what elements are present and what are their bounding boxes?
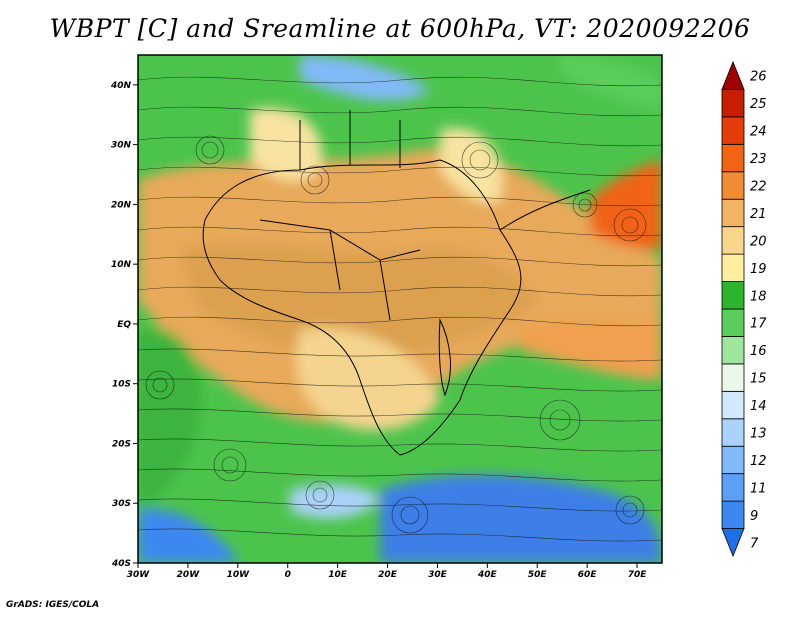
map-title: WBPT [C] and Sreamline at 600hPa, VT: 20… (49, 14, 751, 43)
colorbar-label: 17 (750, 317, 767, 332)
plot-frame (137, 54, 663, 564)
lat-tick-label: 10N (111, 260, 132, 270)
colorbar-swatch (721, 116, 745, 145)
lon-tick-label: 10W (227, 570, 251, 580)
colorbar-label: 16 (750, 344, 767, 359)
colorbar-label: 14 (750, 399, 767, 414)
colorbar-label: 18 (750, 289, 767, 304)
lat-tick-label: 40N (110, 81, 132, 91)
lat-tick-label: 20S (112, 439, 131, 449)
lat-tick-label: 20N (111, 200, 132, 210)
lat-tick-label: 30S (112, 499, 131, 509)
colorbar-swatch (721, 89, 745, 118)
colorbar-swatch (721, 363, 745, 392)
wbpt-field (138, 55, 662, 563)
lon-tick-label: 70E (628, 570, 648, 580)
colorbar-swatch (721, 445, 745, 475)
latitude-axis: 40N 30N 20N 10N EQ 10S 20S 30S 40S (110, 81, 138, 569)
colorbar-swatch (721, 198, 745, 228)
colorbar-label: 13 (750, 427, 767, 442)
lat-tick-label: EQ (117, 320, 131, 330)
colorbar-label: 11 (750, 481, 767, 496)
colorbar-swatch (721, 336, 745, 365)
lon-tick-label: 20W (177, 570, 201, 580)
colorbar-swatch (721, 253, 745, 282)
colorbar-swatch (721, 281, 745, 310)
lon-tick-label: 0 (285, 570, 291, 580)
colorbar-label: 21 (750, 207, 767, 222)
colorbar-label: 7 (750, 536, 759, 551)
colorbar-label: 20 (750, 234, 767, 249)
colorbar-label: 12 (750, 454, 767, 469)
coastlines (202, 110, 591, 456)
lon-tick-label: 30W (127, 570, 151, 580)
colorbar-label: 19 (750, 262, 767, 277)
colorbar-label: 23 (750, 152, 767, 167)
colorbar-swatch (721, 226, 745, 255)
lat-tick-label: 10S (112, 380, 131, 390)
lat-tick-label: 40S (111, 559, 131, 569)
colorbar-swatch (721, 473, 745, 502)
colorbar-swatch (721, 390, 745, 420)
colorbar-label: 9 (750, 509, 758, 524)
grads-credit: GrADS: IGES/COLA (6, 600, 100, 610)
colorbar-label: 22 (750, 180, 767, 195)
colorbar-label: 25 (750, 97, 767, 112)
colorbar-swatch (721, 528, 745, 558)
colorbar-label: 24 (750, 125, 767, 140)
lon-tick-label: 40E (477, 570, 498, 580)
lat-tick-label: 30N (111, 141, 132, 151)
colorbar-label: 15 (750, 372, 767, 387)
colorbar-swatch (721, 143, 745, 173)
lon-tick-label: 60E (578, 570, 598, 580)
colorbar-label: 26 (750, 70, 767, 85)
streamlines (138, 76, 662, 542)
colorbar-swatch (721, 418, 745, 447)
lon-tick-label: 20E (378, 570, 398, 580)
colorbar-swatch (721, 308, 745, 337)
lon-tick-label: 50E (528, 570, 548, 580)
longitude-axis: 30W 20W 10W 0 10E 20E 30E 40E 50E 60E 70E (127, 563, 647, 580)
lon-tick-label: 10E (328, 570, 348, 580)
colorbar-swatch (721, 60, 745, 90)
lon-tick-label: 30E (428, 570, 448, 580)
colorbar-swatch (721, 500, 745, 529)
colorbar-swatch (721, 171, 745, 200)
